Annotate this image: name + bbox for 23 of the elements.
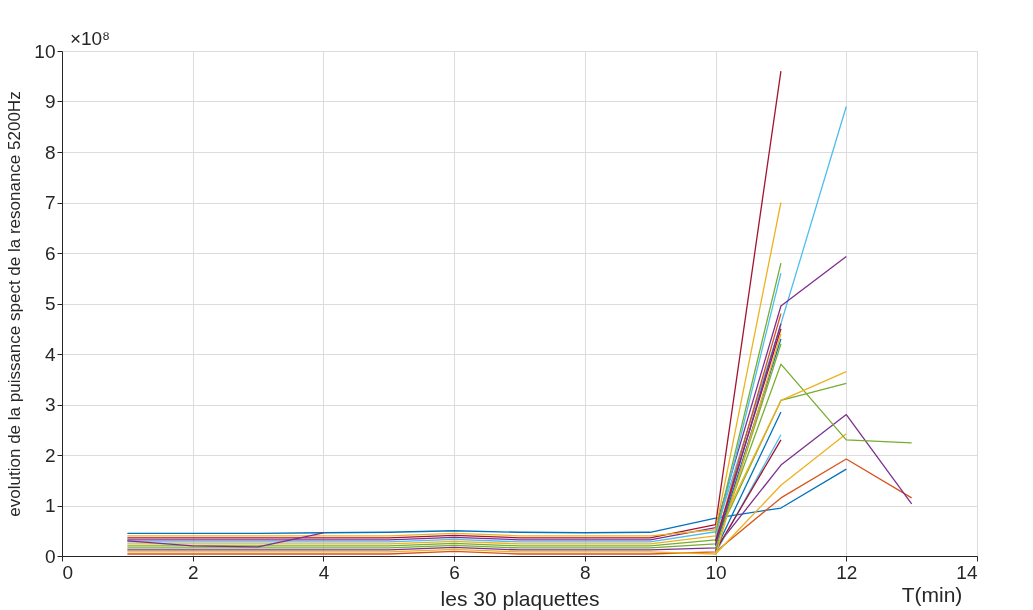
y-tick-label: 6 (44, 242, 56, 264)
x-tick-label: 10 (705, 561, 727, 583)
x-tick-label: 4 (318, 561, 330, 583)
y-tick-label: 2 (44, 444, 56, 466)
y-axis-title: evolution de la puissance spect de la resonance 5200Hz (5, 91, 25, 517)
x-tick-label: 12 (836, 561, 858, 583)
y-tick-label: 1 (44, 495, 56, 516)
y-tick-label: 7 (44, 192, 56, 213)
y-tick-label: 3 (44, 394, 56, 415)
text: ×10⁸ (69, 28, 111, 49)
text: T(min) (901, 583, 963, 606)
y-tick-label: 9 (44, 91, 56, 112)
x-tick-label: 2 (187, 561, 199, 583)
x-tick-label: 14 (956, 561, 978, 583)
y-tick-label: 10 (34, 40, 56, 62)
x-axis-title: les 30 plaquettes (440, 586, 600, 610)
x-tick-label: 6 (449, 561, 460, 583)
y-tick-label: 5 (44, 293, 56, 314)
x-tick-label: 8 (580, 561, 591, 583)
x-tick-label: 0 (62, 561, 74, 583)
y-tick-label: 0 (44, 545, 56, 567)
y-tick-label: 8 (44, 141, 56, 163)
y-tick-label: 4 (44, 343, 56, 365)
